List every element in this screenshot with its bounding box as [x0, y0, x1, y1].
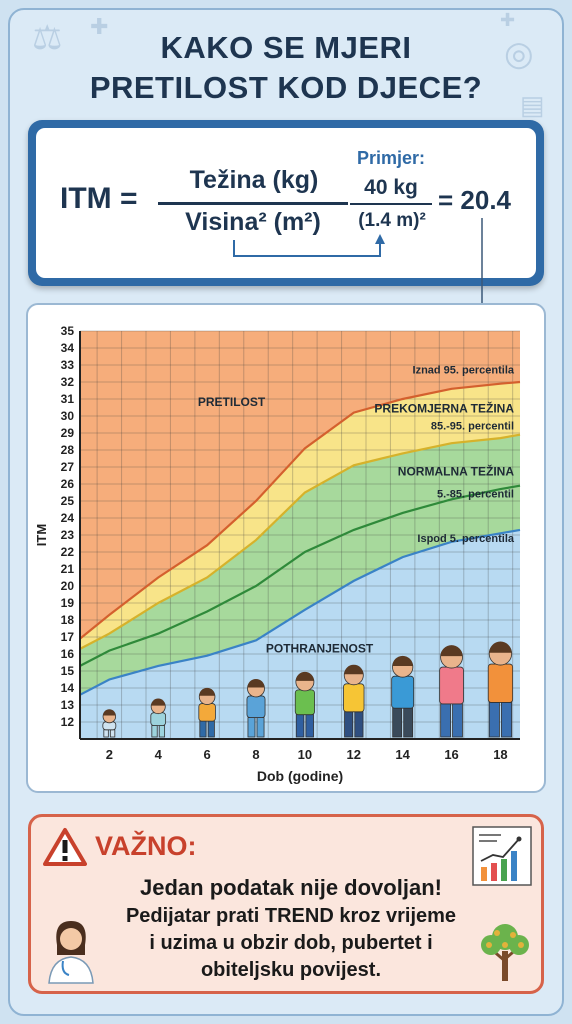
percentile-line-3: [79, 433, 521, 650]
formula-numerator: Težina (kg): [189, 166, 319, 194]
y-tick-label: 27: [61, 460, 75, 474]
y-tick-label: 14: [61, 681, 75, 695]
x-tick-label: 2: [106, 747, 113, 762]
trend-chart-icon: [472, 826, 532, 886]
x-tick-label: 4: [155, 747, 163, 762]
child-figure-3: [198, 687, 216, 738]
percentile-line-4: [79, 380, 521, 640]
pediatrician-icon: [48, 921, 94, 984]
zone-label-normal: NORMALNA TEŽINA: [398, 464, 515, 479]
zone-label-below5: Ispod 5. percentila: [417, 533, 514, 545]
plus-small-icon: ✚: [500, 10, 516, 30]
y-tick-label: 26: [61, 477, 75, 491]
y-tick-label: 21: [61, 562, 75, 576]
x-tick-label: 8: [252, 747, 259, 762]
y-tick-label: 17: [61, 630, 75, 644]
warning-line3: i uzima u obzir dob, pubertet i: [149, 932, 433, 954]
child-figure-2: [150, 698, 167, 738]
bmi-chart-panel: 12 13 14 15 16 17 18 19 20 21 22 23 24 25 26 27 28 29 30 31…: [26, 303, 546, 793]
x-tick-label: 16: [444, 747, 458, 762]
y-tick-label: 25: [61, 494, 75, 508]
y-tick-label: 22: [61, 545, 75, 559]
zone-label-underweight: POTHRANJENOST: [266, 641, 374, 655]
page-title-line1: KAKO SE MJERI: [160, 30, 412, 65]
y-tick-label: 19: [61, 596, 75, 610]
plus-icon: ✚: [90, 14, 109, 39]
x-tick-label: 6: [203, 747, 210, 762]
tape-measure-icon: ◎: [504, 35, 534, 73]
x-tick-label: 12: [347, 747, 361, 762]
warning-line4: obiteljsku povijest.: [200, 959, 382, 981]
example-denominator: (1.4 m)²: [358, 210, 426, 231]
y-tick-label: 28: [61, 443, 75, 457]
example-numerator: 40 kg: [364, 176, 418, 199]
percentile-line-1: [79, 528, 521, 696]
warning-triangle-icon: [43, 828, 87, 866]
x-tick-label: 18: [493, 747, 507, 762]
child-figure-5: [294, 671, 315, 738]
child-figure-7: [391, 655, 415, 738]
formula-panel: ITM = Težina (kg) Visina² (m²) Primjer: …: [28, 120, 544, 286]
child-figure-9: [487, 641, 514, 738]
example-arrow: [233, 234, 385, 257]
y-tick-label: 13: [61, 698, 75, 712]
y-tick-label: 30: [61, 409, 75, 423]
formula-result: = 20.4: [438, 185, 512, 215]
y-tick-label: 34: [61, 341, 75, 355]
y-tick-label: 18: [61, 613, 75, 627]
percentile-line-2: [79, 484, 521, 667]
bmi-percentile-chart: 1213141516171819202122232425262728293031…: [34, 324, 521, 784]
warning-panel: VAŽNO: Jedan podatak nije dovoljan! Pedi…: [28, 814, 544, 994]
y-tick-label: 33: [61, 358, 75, 372]
y-tick-label: 29: [61, 426, 75, 440]
warning-heading: VAŽNO:: [95, 831, 197, 861]
y-tick-label: 15: [61, 664, 75, 678]
obese-zone: [80, 331, 520, 639]
example-fraction-bar: [350, 203, 432, 205]
y-tick-label: 35: [61, 324, 75, 338]
fraction-bar: [158, 202, 348, 205]
y-tick-label: 24: [61, 511, 75, 525]
example-label: Primjer:: [356, 148, 426, 168]
y-tick-label: 31: [61, 392, 75, 406]
zone-label-obese: PRETILOST: [198, 395, 266, 409]
child-figure-6: [343, 664, 365, 738]
warning-line1: Jedan podatak nije dovoljan!: [140, 875, 442, 900]
overweight-zone: [80, 382, 520, 649]
y-tick-label: 23: [61, 528, 75, 542]
warning-line2: Pedijatar prati TREND kroz vrijeme: [125, 905, 457, 927]
x-tick-label: 10: [298, 747, 312, 762]
page-title-line2: PRETILOST KOD DJECE?: [89, 70, 483, 105]
scale-icon: ⚖: [32, 19, 63, 57]
x-axis-label: Dob (godine): [257, 768, 343, 784]
y-tick-label: 16: [61, 647, 75, 661]
zone-label-5-85: 5.-85. percentil: [437, 489, 514, 501]
zone-label-overweight: PREKOMJERNA TEŽINA: [374, 401, 514, 416]
zone-label-above95: Iznad 95. percentila: [413, 365, 515, 377]
formula-lhs: ITM =: [60, 182, 138, 215]
y-tick-label: 32: [61, 375, 75, 389]
x-tick-label: 14: [395, 747, 410, 762]
normal-zone-upper: [80, 434, 520, 666]
result-to-chart-arrow: [477, 218, 487, 324]
family-tree-icon: [481, 924, 529, 981]
child-figure-1: [102, 709, 117, 738]
normal-zone-lower: [80, 485, 520, 695]
child-figure-4: [246, 678, 266, 738]
child-figure-8: [439, 645, 464, 738]
clipboard-icon: ▤: [520, 90, 545, 120]
zone-label-85-95: 85.-95. percentil: [431, 421, 514, 433]
y-axis-label: ITM: [34, 524, 49, 546]
y-tick-label: 12: [61, 715, 75, 729]
y-tick-label: 20: [61, 579, 75, 593]
formula-denominator: Visina² (m²): [185, 208, 321, 236]
